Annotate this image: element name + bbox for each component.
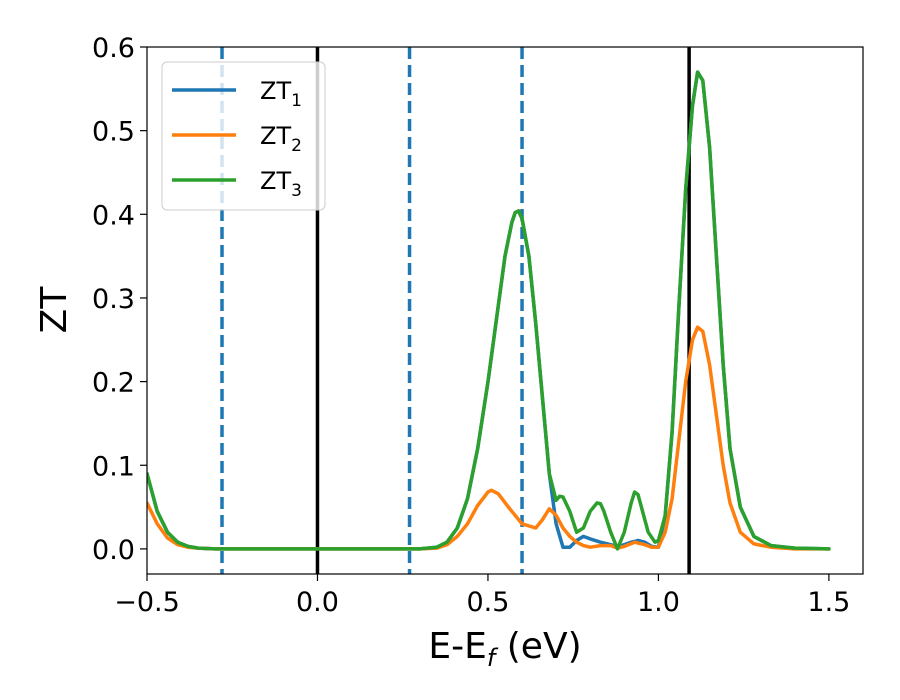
y-tick-label: 0.4 (92, 200, 135, 231)
x-tick-label: 0.5 (466, 587, 509, 618)
legend: ZT1 ZT2 ZT3 (161, 61, 326, 211)
legend-label-2: ZT2 (260, 122, 302, 156)
y-tick-label: 0.3 (92, 284, 135, 315)
y-tick-label: 0.0 (92, 535, 135, 566)
x-tick-label: 1.0 (637, 587, 680, 618)
y-tick-label: 0.5 (92, 117, 135, 148)
legend-label-1: ZT1 (260, 77, 302, 111)
y-axis-ticks: 0.0 0.1 0.2 0.3 0.4 0.5 0.6 (92, 33, 147, 566)
y-tick-label: 0.2 (92, 368, 135, 399)
series-line-3 (147, 70, 831, 551)
x-tick-label: 0.0 (296, 587, 339, 618)
x-axis-label: E-Ef (eV) (428, 626, 581, 672)
x-tick-label: 1.5 (807, 587, 850, 618)
legend-label-3: ZT3 (260, 167, 302, 201)
y-tick-label: 0.6 (92, 33, 135, 64)
series-lines (147, 70, 831, 551)
x-tick-label: −0.5 (114, 587, 180, 618)
y-axis-label: ZT (34, 286, 75, 334)
x-axis-ticks: −0.5 0.0 0.5 1.0 1.5 (114, 574, 850, 618)
plot-area-frame (146, 46, 864, 575)
y-tick-label: 0.1 (92, 451, 135, 482)
series-line-2 (147, 325, 831, 551)
legend-box (161, 61, 326, 211)
